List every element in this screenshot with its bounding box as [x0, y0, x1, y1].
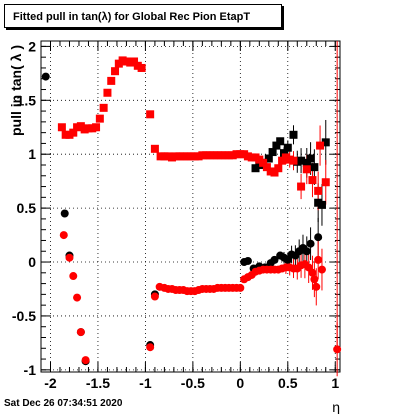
red-square-marker	[99, 103, 108, 112]
x-tick-label: 1	[331, 375, 339, 391]
red-square-marker	[316, 141, 325, 150]
red-square-marker	[270, 168, 279, 177]
plot-frame	[40, 40, 341, 373]
black-circle-marker	[41, 72, 50, 81]
red-circle-marker	[69, 272, 78, 281]
black-square-marker	[264, 154, 273, 163]
red-square-marker	[308, 176, 317, 185]
black-square-marker	[317, 200, 326, 209]
red-square-marker	[137, 63, 146, 72]
x-axis-label: η	[332, 399, 340, 414]
black-square-marker	[310, 163, 319, 172]
red-circle-marker	[312, 282, 321, 291]
black-square-marker	[276, 137, 285, 146]
red-circle-marker	[236, 283, 245, 292]
red-square-marker	[146, 110, 155, 119]
x-tick-label: -2	[44, 375, 57, 391]
red-square-marker	[297, 182, 306, 191]
red-square-marker	[259, 158, 268, 167]
black-square-marker	[302, 158, 311, 167]
y-axis-label: pull in tan( λ )	[8, 45, 24, 136]
red-square-marker	[262, 163, 271, 172]
chart-title: Fitted pull in tan(λ) for Global Rec Pio…	[13, 11, 251, 23]
black-circle-marker	[243, 256, 252, 265]
red-square-marker	[69, 128, 78, 137]
black-circle-marker	[60, 209, 69, 218]
red-circle-marker	[308, 268, 317, 277]
y-tick-label: -0.5	[12, 308, 36, 324]
red-square-marker	[289, 156, 298, 165]
red-square-marker	[274, 164, 283, 173]
x-tick-label: 0.5	[278, 375, 298, 391]
black-square-marker	[306, 154, 315, 163]
red-circle-marker	[146, 343, 155, 352]
red-square-marker	[150, 144, 159, 153]
y-tick-label: 0	[28, 254, 36, 270]
red-circle-marker	[310, 275, 319, 284]
red-circle-marker	[333, 345, 342, 354]
red-square-marker	[103, 88, 112, 97]
y-tick-label: 0.5	[17, 200, 37, 216]
black-circle-marker	[306, 239, 315, 248]
timestamp-footer: Sat Dec 26 07:34:51 2020	[4, 398, 123, 409]
red-circle-marker	[81, 356, 90, 365]
black-square-marker	[297, 156, 306, 165]
black-circle-marker	[302, 247, 311, 256]
red-circle-marker	[76, 328, 85, 337]
red-circle-marker	[150, 292, 159, 301]
x-tick-label: -1.5	[86, 375, 110, 391]
black-square-marker	[279, 149, 288, 158]
y-tick-label: 1.5	[17, 92, 37, 108]
red-circle-marker	[59, 231, 68, 240]
red-square-marker	[321, 178, 330, 187]
red-square-marker	[95, 114, 104, 123]
red-square-marker	[130, 57, 139, 66]
red-square-marker	[57, 123, 66, 132]
red-circle-marker	[65, 253, 74, 262]
x-tick-label: -1	[139, 375, 152, 391]
black-circle-marker	[270, 255, 279, 264]
red-circle-marker	[73, 293, 82, 302]
black-square-marker	[272, 141, 281, 150]
red-square-marker	[107, 76, 116, 85]
x-tick-label: -0.5	[181, 375, 205, 391]
red-square-marker	[92, 123, 101, 132]
y-tick-label: 1	[28, 146, 36, 162]
red-circle-marker	[317, 265, 326, 274]
y-tick-label: 2	[28, 38, 36, 54]
red-circle-marker	[314, 255, 323, 264]
red-square-marker	[111, 67, 120, 76]
black-circle-marker	[314, 233, 323, 242]
black-square-marker	[289, 130, 298, 139]
x-tick-label: 0	[236, 375, 244, 391]
chart-title-box: Fitted pull in tan(λ) for Global Rec Pio…	[4, 4, 282, 28]
red-square-marker	[302, 165, 311, 174]
black-square-marker	[321, 138, 330, 147]
black-square-marker	[283, 143, 292, 152]
red-square-marker	[314, 186, 323, 195]
y-tick-label: -1	[24, 362, 37, 378]
black-square-marker	[268, 148, 277, 157]
